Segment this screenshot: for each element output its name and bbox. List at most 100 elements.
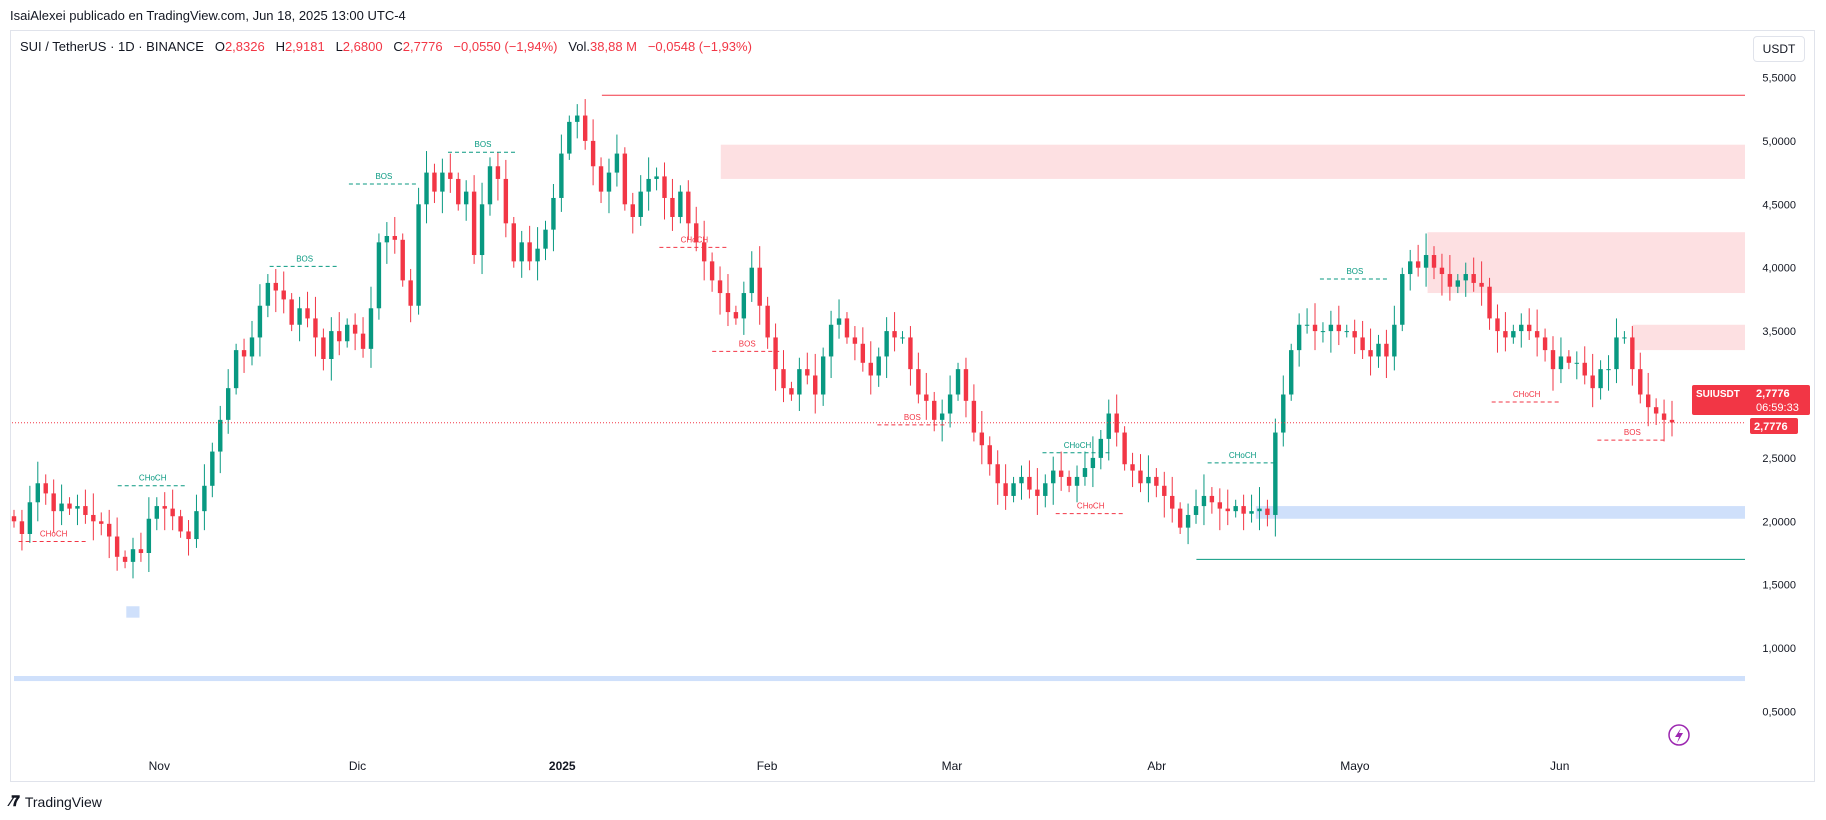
symbol-label[interactable]: SUI / TetherUS · 1D · BINANCE: [20, 39, 204, 54]
candle-body: [1534, 331, 1540, 338]
candle-body: [995, 464, 1000, 484]
candle: [35, 461, 40, 522]
candle: [694, 206, 699, 252]
candle-body: [440, 172, 445, 192]
candle-body: [305, 308, 310, 319]
candle-body: [1217, 502, 1223, 509]
candle: [939, 399, 945, 442]
candle-body: [170, 508, 175, 517]
candle: [1090, 436, 1096, 488]
candle-body: [908, 337, 913, 370]
candle-body: [67, 503, 72, 509]
candle: [828, 310, 834, 379]
candle-body: [344, 324, 350, 342]
candle: [1439, 253, 1445, 296]
brand-name: TradingView: [24, 793, 102, 810]
candle-body: [138, 549, 144, 553]
candle-body: [733, 312, 739, 319]
candle: [1019, 465, 1024, 500]
candle: [376, 233, 382, 320]
candle: [1376, 334, 1381, 368]
candle-body: [241, 350, 247, 357]
x-tick-label: Nov: [149, 759, 170, 773]
candle-body: [1550, 350, 1556, 370]
candle-body: [35, 483, 40, 503]
candle: [106, 509, 112, 559]
candle-body: [1352, 331, 1357, 338]
candle: [511, 216, 516, 268]
candle-body: [1590, 375, 1595, 389]
candle-body: [408, 280, 413, 306]
candle-body: [924, 394, 929, 401]
candle: [1519, 313, 1524, 348]
candle-body: [987, 445, 992, 465]
candle-body: [257, 305, 263, 338]
candle: [1534, 309, 1540, 357]
structure-label: CHoCH: [681, 235, 709, 244]
candle-body: [1606, 369, 1611, 371]
candle-body: [1408, 261, 1413, 275]
candle: [1130, 452, 1135, 488]
structure-label: CHoCH: [1229, 451, 1257, 460]
open-value: 2,8326: [224, 39, 265, 54]
structure-label: BOS: [296, 254, 313, 263]
candle-body: [813, 375, 818, 395]
candle-body: [75, 506, 80, 509]
candle: [1527, 308, 1532, 340]
candle-body: [1193, 506, 1199, 515]
candle-body: [1146, 476, 1151, 484]
candle: [233, 343, 239, 395]
candle: [1487, 277, 1492, 330]
candle: [471, 175, 477, 264]
candle: [1368, 328, 1373, 376]
candle-body: [1082, 468, 1088, 477]
open-label: O: [214, 39, 225, 54]
candle: [686, 180, 691, 240]
candle: [1511, 324, 1516, 344]
brand[interactable]: ⁄𝟕 TradingView: [10, 793, 102, 810]
candle-body: [955, 369, 961, 395]
candle-body: [1661, 413, 1667, 420]
candle: [1193, 489, 1199, 524]
candle: [813, 353, 818, 414]
candle-body: [900, 337, 905, 339]
candle-body: [51, 493, 56, 512]
candle-body: [670, 197, 675, 217]
volume-label: Vol.: [568, 39, 591, 54]
candle-body: [638, 191, 643, 217]
candle: [852, 326, 858, 361]
candle-body: [448, 172, 453, 179]
candle: [1058, 451, 1064, 491]
candle-body: [400, 239, 405, 281]
candle-body: [805, 369, 810, 376]
currency-button[interactable]: USDT: [1753, 36, 1805, 62]
candle: [51, 479, 56, 533]
candle: [1082, 451, 1088, 486]
candle-body: [1336, 324, 1342, 332]
candle: [876, 347, 881, 387]
candle: [368, 286, 374, 368]
candle-body: [797, 369, 802, 395]
candle: [1582, 346, 1587, 385]
candle-body: [1249, 511, 1254, 514]
candle: [900, 331, 905, 344]
candle: [836, 299, 842, 339]
candle-body: [1011, 483, 1016, 496]
candle-body: [1368, 350, 1373, 357]
candle-body: [1043, 483, 1048, 496]
candle: [384, 222, 390, 264]
candle-body: [1527, 324, 1532, 332]
candle-body: [83, 506, 88, 515]
candle: [19, 509, 25, 551]
candle: [1257, 487, 1262, 531]
candle: [281, 271, 286, 314]
chart-frame[interactable]: [10, 30, 1815, 782]
candle-body: [781, 369, 786, 389]
candle: [646, 157, 651, 211]
candle-body: [749, 267, 754, 294]
candle: [432, 163, 437, 204]
candle-body: [527, 242, 532, 262]
candle: [91, 493, 96, 541]
candle-body: [916, 369, 921, 395]
